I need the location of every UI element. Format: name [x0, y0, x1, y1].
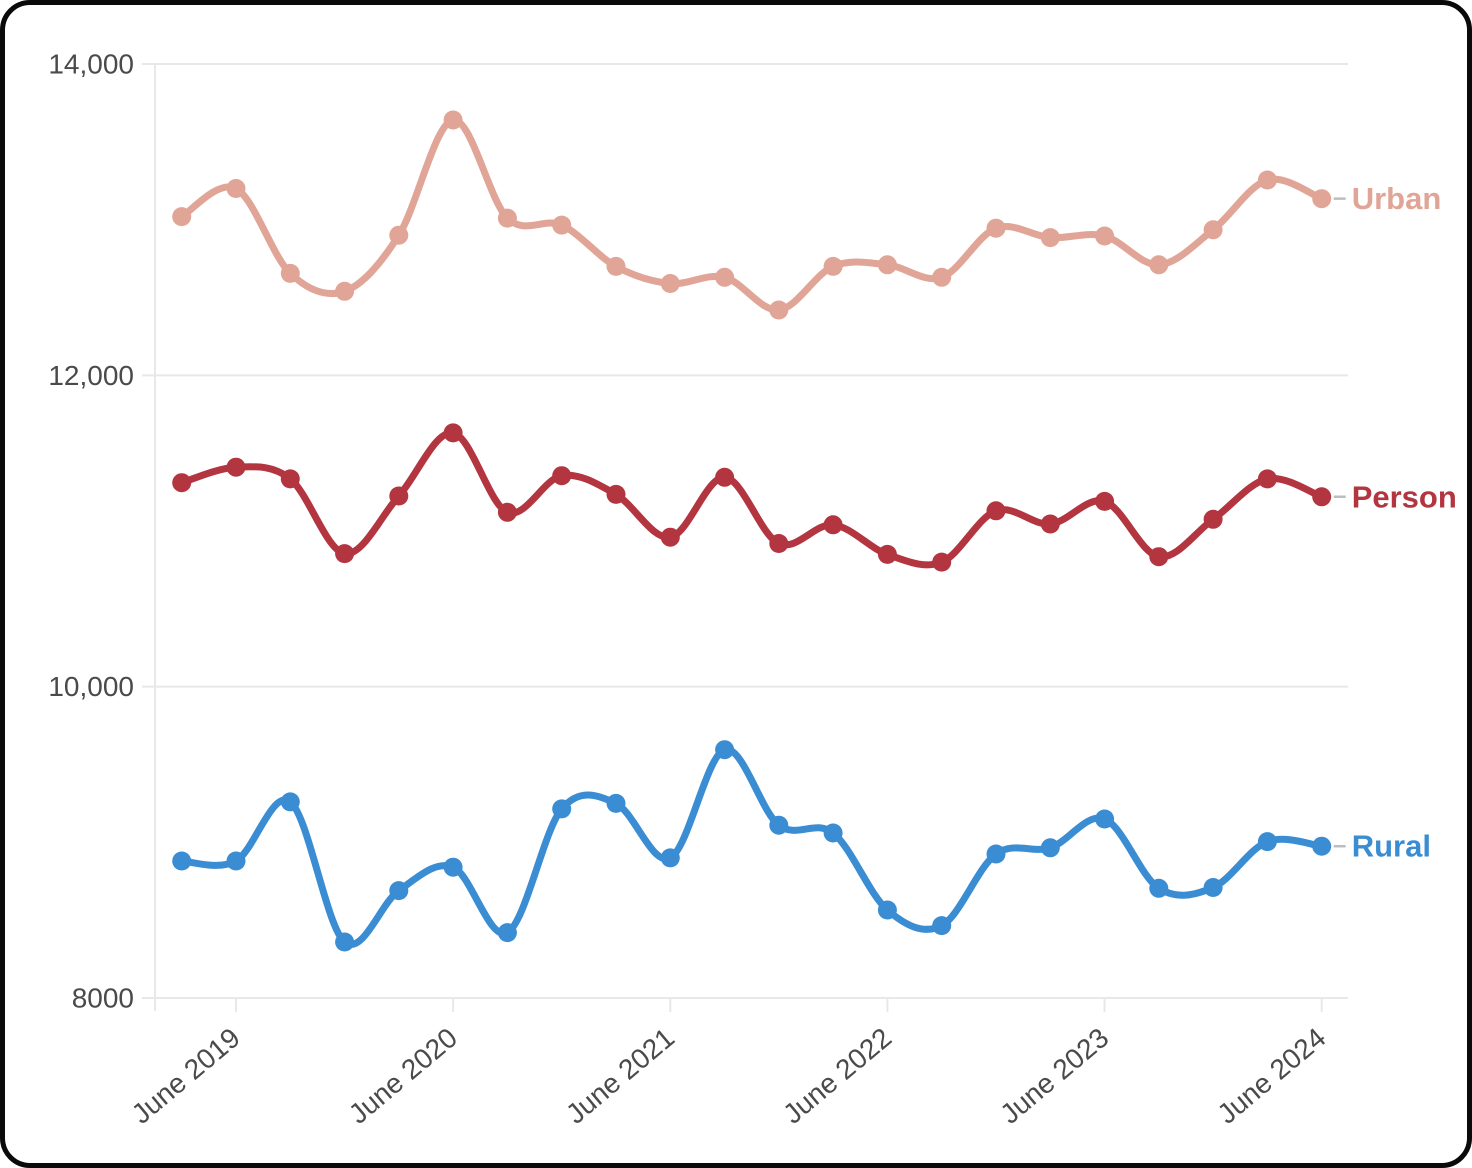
rural-data-point: [986, 844, 1006, 864]
urban-series-line: [178, 116, 1326, 314]
x-axis-tick-label: June 2024: [1211, 1022, 1331, 1130]
x-axis-tick-label: June 2021: [560, 1022, 680, 1130]
y-axis-tick-label: 10,000: [48, 671, 134, 702]
rural-data-point: [280, 792, 300, 812]
urban-data-point: [823, 256, 843, 276]
urban-data-point: [226, 179, 246, 198]
person-data-point: [769, 534, 789, 553]
person-data-point: [1203, 509, 1223, 529]
rural-data-point: [552, 799, 572, 819]
urban-data-point: [769, 300, 789, 320]
person-data-point: [172, 473, 192, 493]
rural-data-point: [877, 900, 897, 920]
person-data-point: [280, 469, 300, 489]
urban-data-point: [1257, 170, 1277, 190]
y-axis-tick-label: 8000: [72, 983, 134, 1014]
person-data-point: [1312, 487, 1332, 507]
x-axis-tick-label: June 2023: [994, 1022, 1114, 1130]
urban-data-point: [1040, 228, 1060, 248]
urban-data-point: [172, 207, 192, 227]
person-data-point: [1257, 469, 1277, 489]
urban-data-point: [389, 225, 409, 245]
rural-data-point: [1095, 809, 1115, 829]
urban-data-point: [1095, 226, 1115, 246]
person-data-point: [986, 501, 1006, 521]
rural-data-point: [660, 848, 680, 868]
rural-data-point: [389, 881, 409, 901]
rural-data-point: [226, 851, 246, 871]
urban-data-point: [443, 110, 463, 130]
rural-data-point: [443, 857, 463, 877]
urban-data-point: [1149, 255, 1169, 275]
x-axis-tick-label: June 2022: [777, 1022, 897, 1130]
person-series-line: [178, 429, 1326, 569]
person-data-point: [823, 515, 843, 535]
person-data-point: [389, 486, 409, 506]
person-data-point: [1149, 547, 1169, 567]
x-axis-tick-label: June 2019: [126, 1022, 246, 1130]
rural-data-point: [172, 851, 192, 871]
rural-series-line: [178, 746, 1326, 948]
rural-data-point: [1312, 836, 1332, 856]
person-series-label: Person: [1352, 479, 1457, 514]
urban-data-point: [1312, 189, 1332, 209]
person-data-point: [877, 544, 897, 564]
x-axis-tick-label: June 2020: [343, 1022, 463, 1130]
urban-data-point: [660, 274, 680, 293]
person-data-point: [932, 552, 952, 572]
urban-data-point: [335, 281, 355, 301]
person-data-point: [1040, 514, 1060, 534]
person-data-point: [226, 457, 246, 477]
line-chart: 14,000 12,000 10,000 8000 June 2019 June 2020…: [48, 49, 1457, 1130]
urban-data-point: [280, 263, 300, 283]
rural-data-point: [1040, 838, 1060, 858]
rural-data-point: [715, 740, 735, 760]
rural-data-point: [1149, 878, 1169, 898]
rural-data-point: [823, 823, 843, 843]
urban-series-label: Urban: [1352, 181, 1442, 216]
urban-data-point: [877, 255, 897, 275]
rural-data-point: [1203, 878, 1223, 897]
urban-data-point: [715, 267, 735, 287]
person-data-point: [497, 502, 517, 522]
person-data-point: [1095, 491, 1115, 511]
rural-data-point: [606, 793, 626, 813]
y-axis-tick-label: 14,000: [48, 49, 134, 80]
person-data-point: [552, 466, 572, 486]
rural-data-point: [335, 932, 355, 952]
person-data-point: [660, 527, 680, 547]
rural-data-point: [769, 815, 789, 835]
person-data-point: [335, 544, 355, 564]
rural-data-point: [932, 916, 952, 936]
urban-data-point: [552, 215, 572, 235]
urban-data-point: [497, 208, 517, 228]
urban-data-point: [986, 218, 1006, 238]
rural-data-point: [1257, 832, 1277, 852]
urban-data-point: [932, 267, 952, 287]
rural-series-label: Rural: [1352, 829, 1431, 864]
y-axis-tick-label: 12,000: [48, 360, 134, 391]
person-data-point: [443, 423, 463, 443]
rural-data-point: [497, 923, 517, 943]
person-data-point: [606, 484, 626, 504]
person-data-point: [715, 467, 735, 487]
urban-data-point: [1203, 220, 1223, 240]
urban-data-point: [606, 256, 626, 276]
